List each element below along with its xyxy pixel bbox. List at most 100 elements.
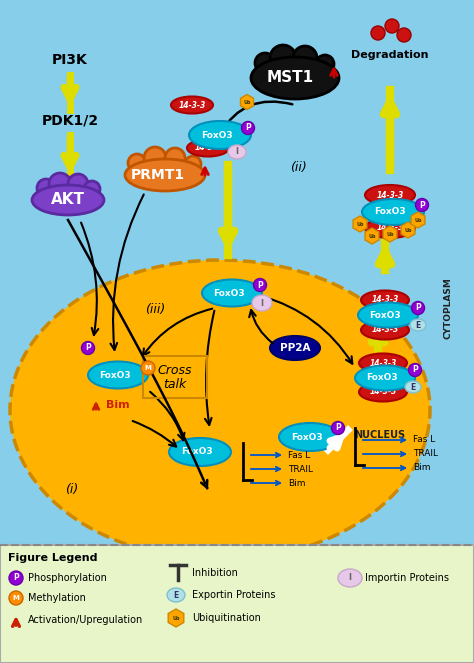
Ellipse shape bbox=[358, 302, 418, 328]
Text: Ub: Ub bbox=[172, 615, 180, 621]
Text: (iii): (iii) bbox=[145, 304, 165, 316]
Text: (ii): (ii) bbox=[290, 162, 306, 174]
Text: 14-3-3: 14-3-3 bbox=[376, 223, 404, 233]
Text: FoxO3: FoxO3 bbox=[369, 310, 401, 320]
Text: talk: talk bbox=[164, 379, 187, 391]
Circle shape bbox=[9, 591, 23, 605]
Text: E: E bbox=[415, 320, 420, 330]
Ellipse shape bbox=[32, 185, 104, 215]
Circle shape bbox=[37, 179, 55, 197]
Text: Bim: Bim bbox=[288, 479, 306, 487]
Text: TRAIL: TRAIL bbox=[288, 465, 313, 473]
Text: FoxO3: FoxO3 bbox=[374, 208, 406, 217]
Text: FoxO3: FoxO3 bbox=[366, 373, 398, 383]
Text: P: P bbox=[245, 123, 251, 133]
Text: (i): (i) bbox=[65, 483, 79, 497]
Circle shape bbox=[241, 121, 255, 135]
Polygon shape bbox=[168, 609, 184, 627]
Text: PI3K: PI3K bbox=[52, 53, 88, 67]
Text: AKT: AKT bbox=[51, 192, 85, 208]
Text: Cross: Cross bbox=[158, 363, 192, 377]
FancyBboxPatch shape bbox=[0, 545, 474, 663]
Text: 14-3-3: 14-3-3 bbox=[178, 101, 206, 109]
Circle shape bbox=[49, 173, 71, 195]
Text: I: I bbox=[261, 298, 264, 308]
Circle shape bbox=[371, 26, 385, 40]
Text: Ub: Ub bbox=[386, 231, 394, 237]
Text: P: P bbox=[412, 365, 418, 375]
Ellipse shape bbox=[355, 365, 415, 391]
Ellipse shape bbox=[365, 218, 415, 238]
Text: PRMT1: PRMT1 bbox=[131, 168, 185, 182]
Text: Fas L: Fas L bbox=[288, 450, 310, 459]
Ellipse shape bbox=[365, 185, 415, 205]
Ellipse shape bbox=[359, 353, 407, 373]
Text: TRAIL: TRAIL bbox=[413, 450, 438, 459]
Ellipse shape bbox=[361, 290, 409, 310]
Circle shape bbox=[128, 154, 146, 172]
Text: Bim: Bim bbox=[106, 400, 129, 410]
Circle shape bbox=[185, 156, 201, 172]
Text: M: M bbox=[13, 595, 19, 601]
Polygon shape bbox=[411, 212, 425, 228]
Text: Bim: Bim bbox=[413, 463, 430, 473]
Text: CYTOPLASM: CYTOPLASM bbox=[444, 277, 453, 339]
Ellipse shape bbox=[252, 295, 272, 311]
Circle shape bbox=[331, 422, 345, 434]
Text: M: M bbox=[145, 365, 151, 371]
Circle shape bbox=[409, 363, 421, 377]
Circle shape bbox=[254, 278, 266, 292]
Circle shape bbox=[416, 198, 428, 211]
Circle shape bbox=[316, 55, 334, 73]
Text: Importin Proteins: Importin Proteins bbox=[365, 573, 449, 583]
Ellipse shape bbox=[202, 280, 262, 306]
Circle shape bbox=[68, 174, 88, 194]
Text: Ub: Ub bbox=[243, 99, 251, 105]
Text: PDK1/2: PDK1/2 bbox=[41, 113, 99, 127]
Ellipse shape bbox=[410, 319, 426, 331]
Text: Figure Legend: Figure Legend bbox=[8, 553, 98, 563]
Ellipse shape bbox=[88, 361, 148, 389]
Text: I: I bbox=[236, 147, 238, 156]
Text: Ub: Ub bbox=[404, 227, 412, 233]
Text: Ub: Ub bbox=[368, 233, 376, 239]
Ellipse shape bbox=[228, 145, 246, 159]
Ellipse shape bbox=[279, 423, 341, 451]
Text: 14-3-3: 14-3-3 bbox=[369, 387, 397, 396]
Text: FoxO3: FoxO3 bbox=[291, 432, 323, 442]
Text: Activation/Upregulation: Activation/Upregulation bbox=[28, 615, 143, 625]
Ellipse shape bbox=[405, 381, 421, 393]
Text: FoxO3: FoxO3 bbox=[201, 131, 233, 139]
Ellipse shape bbox=[167, 588, 185, 602]
Text: 14-3-3: 14-3-3 bbox=[194, 143, 222, 152]
Text: Ub: Ub bbox=[356, 221, 364, 227]
Ellipse shape bbox=[270, 336, 320, 360]
Circle shape bbox=[385, 19, 399, 33]
Text: P: P bbox=[335, 424, 341, 432]
Text: NUCLEUS: NUCLEUS bbox=[355, 430, 406, 440]
Text: 14-3-3: 14-3-3 bbox=[371, 296, 399, 304]
Ellipse shape bbox=[187, 139, 229, 156]
Ellipse shape bbox=[359, 383, 407, 402]
Text: Exportin Proteins: Exportin Proteins bbox=[192, 590, 275, 600]
Polygon shape bbox=[401, 222, 415, 238]
Circle shape bbox=[255, 53, 275, 73]
Ellipse shape bbox=[169, 438, 231, 466]
Text: I: I bbox=[348, 573, 352, 583]
Circle shape bbox=[411, 302, 425, 314]
Ellipse shape bbox=[189, 121, 251, 149]
Text: P: P bbox=[85, 343, 91, 353]
Text: 14-3-3: 14-3-3 bbox=[369, 359, 397, 367]
Text: FoxO3: FoxO3 bbox=[99, 371, 131, 379]
Circle shape bbox=[293, 46, 317, 70]
Circle shape bbox=[397, 28, 411, 42]
Polygon shape bbox=[240, 95, 254, 109]
Text: Methylation: Methylation bbox=[28, 593, 86, 603]
Circle shape bbox=[270, 45, 296, 71]
Ellipse shape bbox=[171, 97, 213, 113]
Ellipse shape bbox=[338, 569, 362, 587]
Circle shape bbox=[84, 181, 100, 197]
Ellipse shape bbox=[362, 199, 424, 225]
Polygon shape bbox=[353, 216, 367, 232]
Text: E: E bbox=[173, 591, 179, 599]
